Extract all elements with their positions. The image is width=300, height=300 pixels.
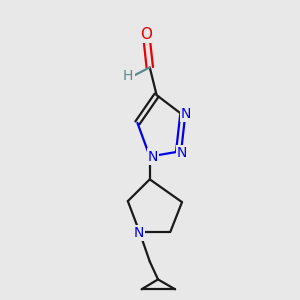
Text: H: H: [123, 69, 134, 83]
Text: N: N: [177, 146, 187, 160]
Text: N: N: [133, 226, 143, 240]
Text: O: O: [140, 27, 152, 42]
Text: N: N: [148, 150, 158, 164]
Text: N: N: [181, 107, 191, 121]
